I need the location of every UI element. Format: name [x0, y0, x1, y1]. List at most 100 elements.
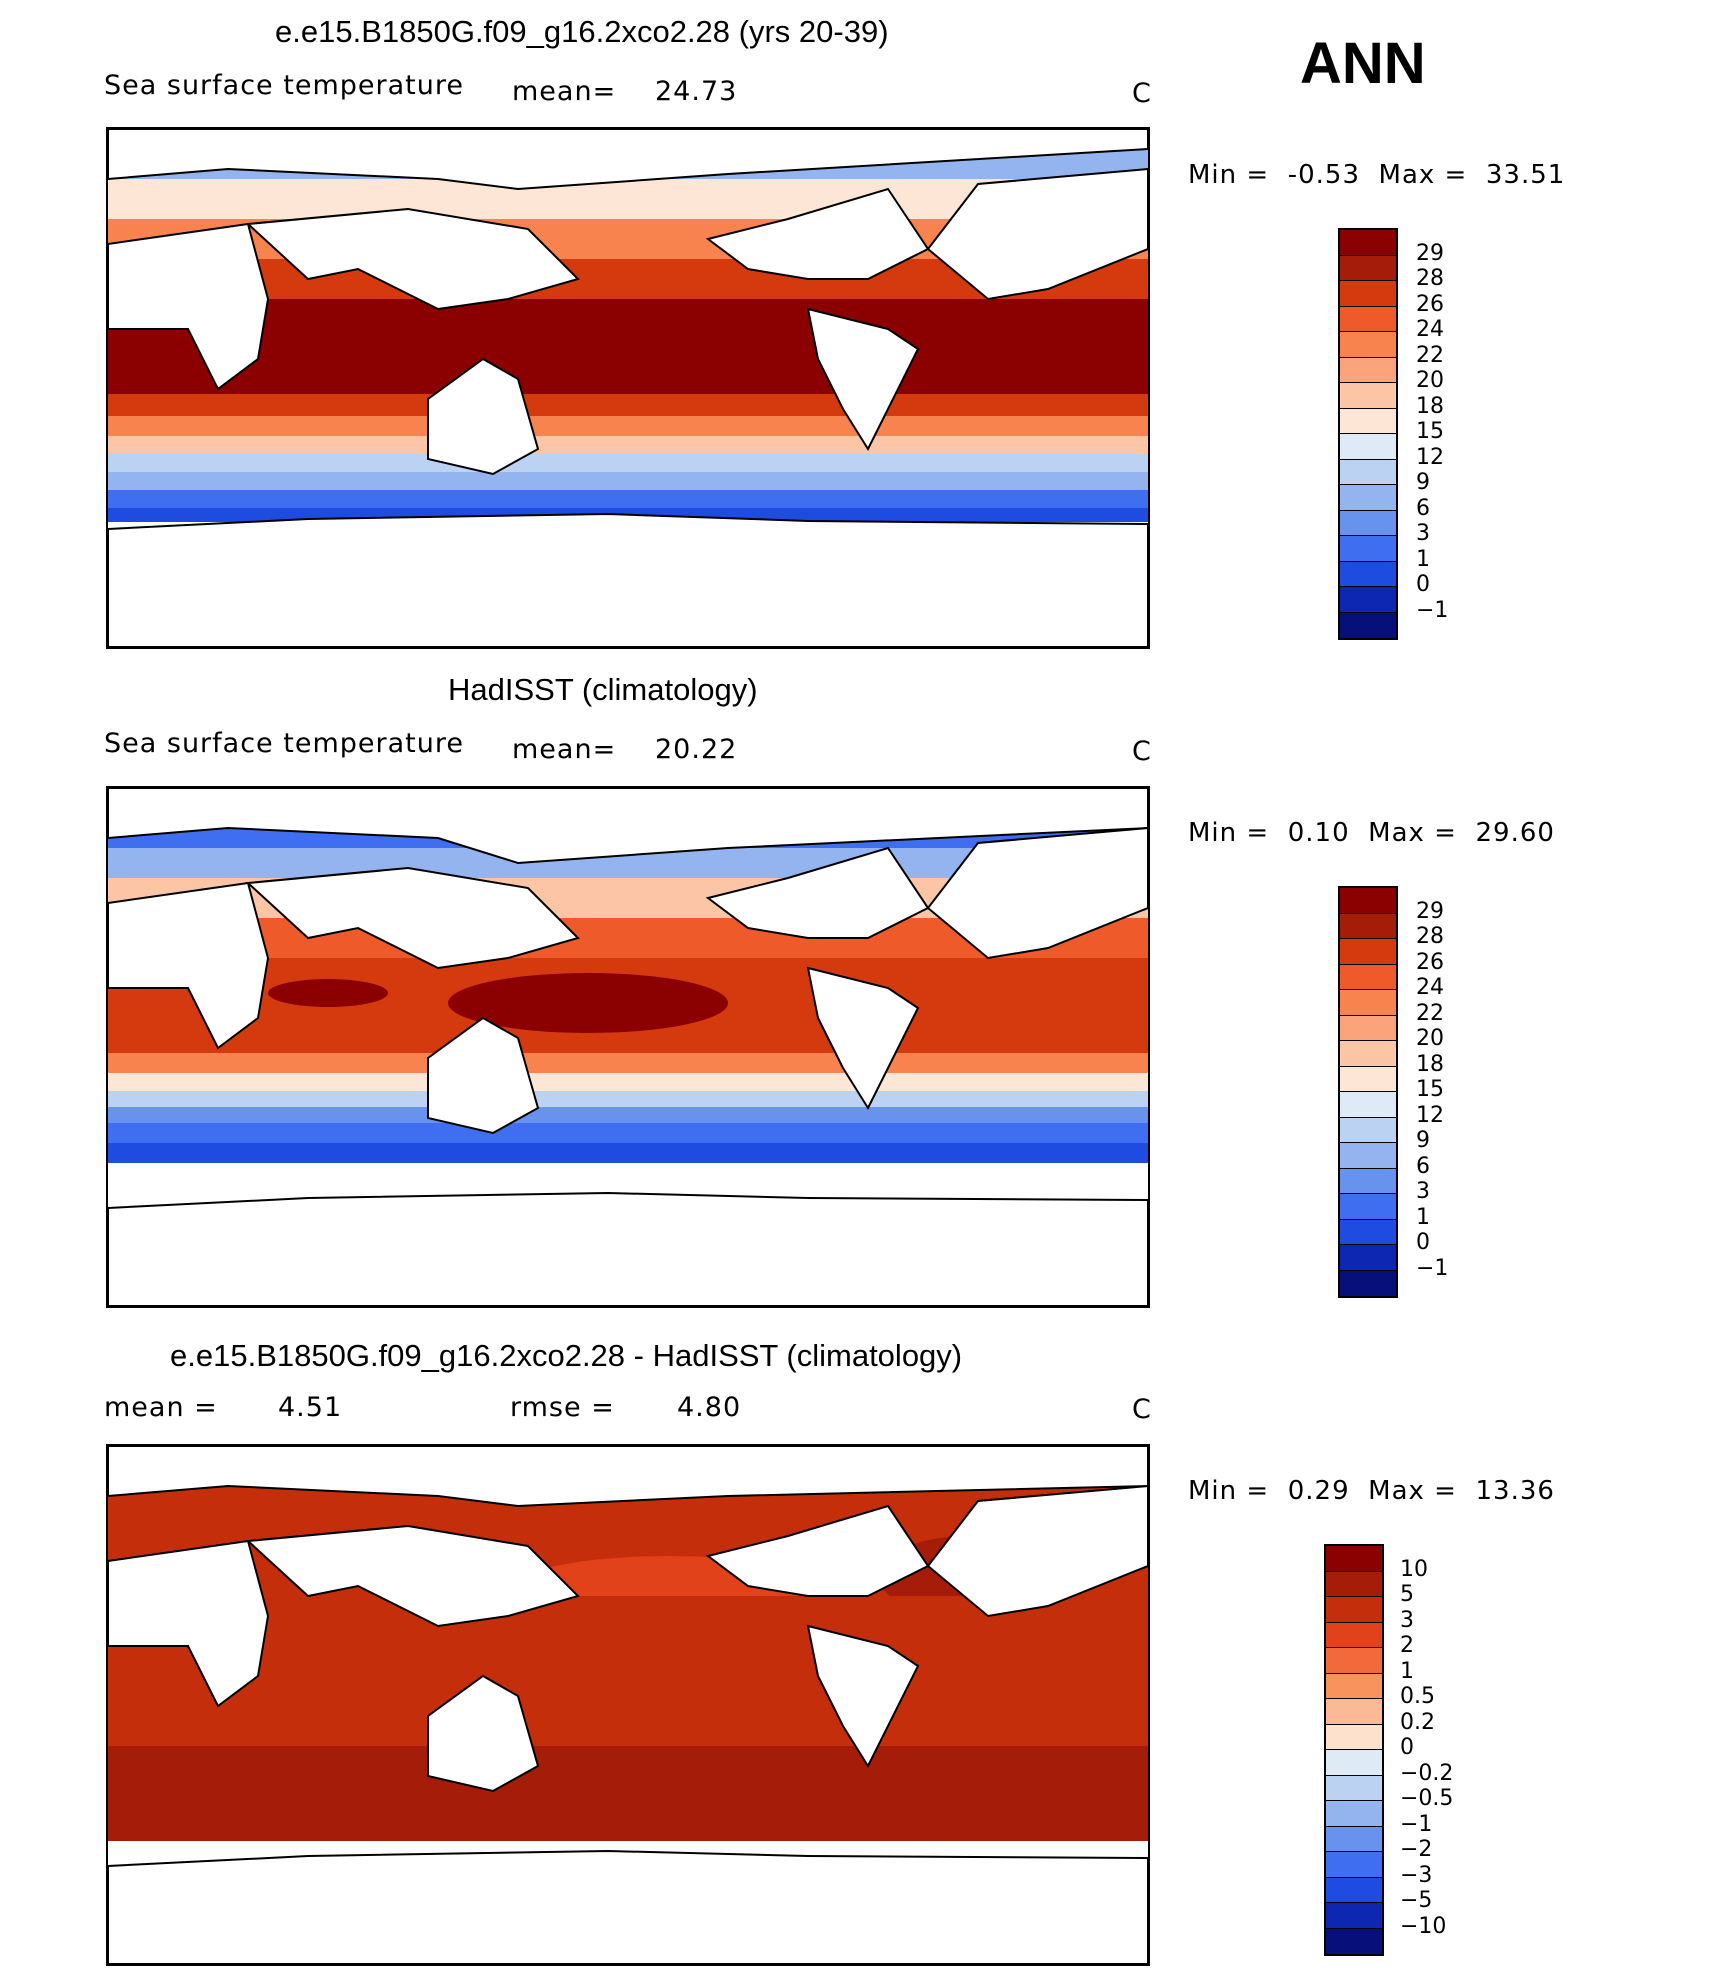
- panel2-min-value: 0.10: [1287, 818, 1350, 848]
- colorbar-tick-label: 29: [1416, 240, 1444, 266]
- colorbar-tick-label: −5: [1400, 1888, 1433, 1913]
- colorbar-box: [1340, 964, 1396, 990]
- panel1-max-value: 33.51: [1485, 160, 1566, 190]
- colorbar-tick-label: 15: [1416, 1077, 1444, 1102]
- panel3-title: e.e15.B1850G.f09_g16.2xco2.28 - HadISST …: [170, 1338, 963, 1373]
- panel3-min-value: 0.29: [1287, 1476, 1350, 1506]
- colorbar-tick-label: 9: [1416, 470, 1430, 495]
- colorbar-box: [1340, 1015, 1396, 1041]
- panel2-map: [106, 786, 1150, 1308]
- panel1-colorbar: [1338, 228, 1398, 640]
- colorbar-tick-label: 1: [1400, 1658, 1414, 1684]
- panel1-title: e.e15.B1850G.f09_g16.2xco2.28 (yrs 20-39…: [275, 14, 889, 49]
- panel1-variable-label: Sea surface temperature: [104, 70, 464, 101]
- colorbar-box: [1340, 1168, 1396, 1194]
- colorbar-box: [1326, 1699, 1382, 1725]
- season-label: ANN: [1300, 31, 1426, 96]
- panel2-min-label: Min =: [1188, 818, 1270, 848]
- colorbar-tick-label: 12: [1416, 1102, 1444, 1128]
- colorbar-tick-label: −1: [1416, 1255, 1449, 1281]
- colorbar-tick-label: 28: [1416, 266, 1444, 291]
- colorbar-tick-label: 3: [1400, 1607, 1414, 1633]
- colorbar-box: [1340, 612, 1396, 638]
- colorbar-box: [1340, 459, 1396, 485]
- colorbar-tick-label: −0.5: [1400, 1786, 1454, 1811]
- colorbar-tick-label: 3: [1416, 521, 1430, 546]
- panel2-max-label: Max =: [1368, 818, 1457, 848]
- colorbar-box: [1340, 1194, 1396, 1220]
- panel2-mean-value: 20.22: [655, 734, 738, 765]
- colorbar-box: [1326, 1750, 1382, 1776]
- panel1-max-label: Max =: [1378, 160, 1468, 190]
- colorbar-box: [1340, 383, 1396, 409]
- colorbar-tick-label: 22: [1416, 342, 1444, 368]
- colorbar-box: [1340, 561, 1396, 587]
- colorbar-box: [1340, 1270, 1396, 1296]
- panel2-title: HadISST (climatology): [448, 672, 758, 707]
- panel1-mean-value: 24.73: [655, 76, 738, 107]
- colorbar-box: [1340, 1041, 1396, 1067]
- colorbar-tick-label: −10: [1400, 1913, 1447, 1939]
- colorbar-box: [1340, 357, 1396, 383]
- colorbar-tick-label: 29: [1416, 898, 1444, 924]
- colorbar-box: [1340, 587, 1396, 613]
- panel3-min-label: Min =: [1188, 1476, 1270, 1506]
- panel3-mean-label: mean =: [104, 1392, 218, 1423]
- panel3-rmse-value: 4.80: [677, 1392, 742, 1423]
- colorbar-box: [1340, 990, 1396, 1016]
- panel3-rmse-label: rmse =: [510, 1392, 615, 1423]
- colorbar-tick-label: 18: [1416, 1051, 1444, 1077]
- panel2-units: C: [1132, 736, 1152, 767]
- colorbar-box: [1340, 1245, 1396, 1271]
- panel3-mean-value: 4.51: [278, 1392, 343, 1423]
- colorbar-box: [1326, 1571, 1382, 1597]
- colorbar-tick-label: 26: [1416, 949, 1444, 975]
- colorbar-tick-label: −3: [1400, 1862, 1433, 1888]
- panel2-variable-label: Sea surface temperature: [104, 728, 464, 759]
- colorbar-tick-label: 24: [1416, 317, 1444, 342]
- colorbar-tick-label: −1: [1400, 1811, 1433, 1837]
- panel3-colorbar: [1324, 1544, 1384, 1956]
- panel3-map: [106, 1444, 1150, 1966]
- panel2-minmax: Min = 0.10 Max = 29.60: [1188, 818, 1555, 848]
- colorbar-tick-label: 3: [1416, 1179, 1430, 1204]
- panel1-mean-label: mean=: [512, 76, 617, 107]
- colorbar-box: [1340, 230, 1396, 256]
- panel3-minmax: Min = 0.29 Max = 13.36: [1188, 1476, 1555, 1506]
- colorbar-tick-label: 26: [1416, 291, 1444, 317]
- panel1-minmax: Min = -0.53 Max = 33.51: [1188, 160, 1565, 190]
- colorbar-tick-label: 2: [1400, 1633, 1414, 1658]
- panel1-map: [106, 127, 1150, 649]
- colorbar-box: [1326, 1597, 1382, 1623]
- colorbar-box: [1326, 1903, 1382, 1929]
- colorbar-tick-label: 0.2: [1400, 1709, 1435, 1735]
- colorbar-tick-label: 0: [1400, 1735, 1414, 1760]
- colorbar-tick-label: 28: [1416, 924, 1444, 949]
- colorbar-box: [1326, 1673, 1382, 1699]
- colorbar-box: [1326, 1546, 1382, 1572]
- colorbar-box: [1340, 1066, 1396, 1092]
- colorbar-tick-label: 0: [1416, 572, 1430, 597]
- colorbar-tick-label: 10: [1400, 1556, 1428, 1582]
- colorbar-box: [1326, 1852, 1382, 1878]
- colorbar-tick-label: 18: [1416, 393, 1444, 419]
- panel1-units: C: [1132, 78, 1152, 109]
- panel3-max-value: 13.36: [1475, 1476, 1555, 1506]
- colorbar-box: [1340, 281, 1396, 307]
- colorbar-tick-label: −2: [1400, 1837, 1433, 1862]
- colorbar-box: [1326, 1648, 1382, 1674]
- colorbar-box: [1340, 408, 1396, 434]
- colorbar-tick-label: 1: [1416, 1204, 1430, 1230]
- colorbar-box: [1340, 255, 1396, 281]
- colorbar-tick-label: 5: [1400, 1582, 1414, 1607]
- colorbar-tick-label: 15: [1416, 419, 1444, 444]
- colorbar-tick-label: 9: [1416, 1128, 1430, 1153]
- panel2-max-value: 29.60: [1475, 818, 1555, 848]
- colorbar-box: [1340, 1092, 1396, 1118]
- colorbar-box: [1326, 1775, 1382, 1801]
- colorbar-tick-label: 24: [1416, 975, 1444, 1000]
- colorbar-tick-label: 22: [1416, 1000, 1444, 1026]
- colorbar-tick-label: −0.2: [1400, 1760, 1454, 1786]
- colorbar-tick-label: 20: [1416, 368, 1444, 393]
- colorbar-box: [1326, 1928, 1382, 1954]
